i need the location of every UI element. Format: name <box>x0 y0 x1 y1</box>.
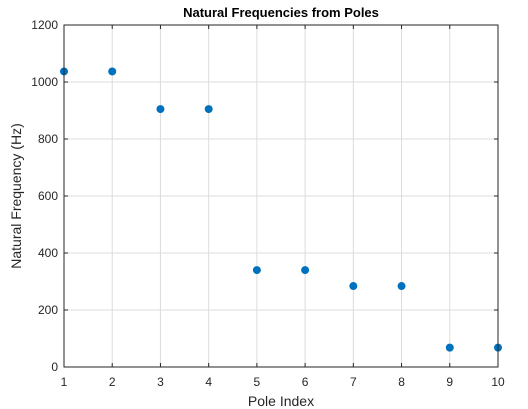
data-point <box>301 266 310 275</box>
data-point <box>252 266 261 275</box>
x-tick-label: 4 <box>205 375 212 389</box>
x-tick-label: 9 <box>446 375 453 389</box>
data-point <box>349 282 358 291</box>
y-tick-label: 800 <box>38 132 58 146</box>
data-point <box>445 343 454 352</box>
x-tick-label: 1 <box>61 375 68 389</box>
y-tick-label: 400 <box>38 246 58 260</box>
axes: 1 2 3 4 5 6 7 8 9 10 0 200 400 600 800 1000 1200 <box>31 18 505 389</box>
x-tick-label: 6 <box>302 375 309 389</box>
chart-title: Natural Frequencies from Poles <box>183 5 379 20</box>
grid-lines <box>63 24 499 368</box>
y-axis-label: Natural Frequency (Hz) <box>8 123 24 269</box>
x-tick-label: 2 <box>109 375 116 389</box>
y-tick-label: 1000 <box>31 75 58 89</box>
y-tick-label: 0 <box>51 360 58 374</box>
data-point <box>204 105 213 114</box>
y-tick-label: 600 <box>38 189 58 203</box>
x-tick-label: 5 <box>254 375 261 389</box>
data-point <box>108 67 117 76</box>
x-tick-label: 3 <box>157 375 164 389</box>
x-axis-label: Pole Index <box>248 393 314 409</box>
y-tick-label: 200 <box>38 303 58 317</box>
x-tick-label: 8 <box>398 375 405 389</box>
data-points <box>60 67 502 352</box>
data-point <box>397 282 406 291</box>
x-tick-label: 10 <box>491 375 505 389</box>
x-tick-label: 7 <box>350 375 357 389</box>
data-point <box>156 105 165 114</box>
y-tick-label: 1200 <box>31 18 58 32</box>
